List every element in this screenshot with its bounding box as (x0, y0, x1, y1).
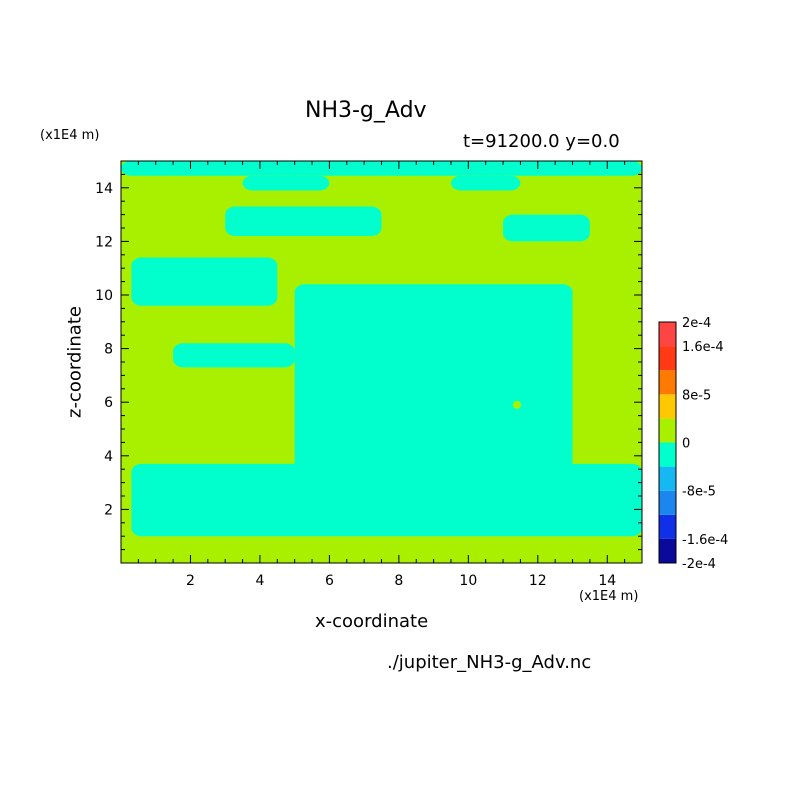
colorbar-segment (659, 538, 676, 563)
x-axis: 2 4 6 8 10 12 14 (120, 161, 643, 589)
colorbar-label: -1.6e-4 (682, 533, 728, 548)
x-tick-label: 2 (186, 573, 195, 589)
field-negative-region (121, 161, 642, 176)
colorbar-segment (659, 466, 676, 491)
y-tick-label: 14 (95, 181, 113, 197)
y-tick-label: 4 (104, 449, 113, 465)
colorbar-label: 2e-4 (682, 316, 711, 331)
field-negative-region (242, 175, 330, 191)
x-tick-label: 4 (255, 573, 264, 589)
chart-title: NH3-g_Adv (305, 98, 427, 123)
colorbar-segment (659, 490, 676, 515)
colorbar: 2e-4 1.6e-4 8e-5 0 -8e-5 -1.6e-4 -2e-4 (658, 316, 728, 572)
colorbar-frame (658, 321, 677, 564)
colorbar-segment (659, 514, 676, 539)
contour-field (121, 161, 643, 563)
x-axis-unit: (x1E4 m) (579, 589, 639, 604)
y-tick-label: 10 (95, 288, 113, 304)
field-negative-region (173, 343, 295, 368)
x-tick-label: 10 (459, 573, 477, 589)
colorbar-segment (659, 346, 676, 371)
y-tick-label: 6 (104, 395, 113, 411)
x-tick-label: 12 (529, 573, 547, 589)
x-tick-label: 8 (394, 573, 403, 589)
y-tick-label: 8 (104, 342, 113, 358)
x-tick-label: 14 (598, 573, 616, 589)
y-tick-label: 12 (95, 234, 113, 250)
colorbar-label: 8e-5 (682, 388, 711, 403)
field-negative-region (131, 257, 278, 306)
field-negative-region (503, 214, 590, 242)
field-negative-region (225, 206, 382, 237)
field-negative-region (131, 463, 643, 537)
field-negative-region (450, 175, 521, 191)
colorbar-label: 0 (682, 437, 690, 452)
colorbar-segment (659, 322, 676, 347)
source-file-label: ./jupiter_NH3-g_Adv.nc (387, 652, 592, 673)
chart-subtitle: t=91200.0 y=0.0 (463, 131, 620, 152)
colorbar-segment (659, 370, 676, 395)
colorbar-segment (659, 394, 676, 419)
x-axis-label: x-coordinate (315, 611, 429, 632)
colorbar-segment (659, 442, 676, 467)
y-axis-label: z-coordinate (64, 306, 86, 418)
field-negative-region (294, 284, 573, 472)
colorbar-label: -2e-4 (682, 557, 716, 572)
y-tick-label: 2 (104, 502, 113, 518)
field-positive-spot (512, 400, 521, 409)
colorbar-label: 1.6e-4 (682, 340, 724, 355)
x-tick-label: 6 (325, 573, 334, 589)
colorbar-label: -8e-5 (682, 485, 716, 500)
colorbar-segment (659, 418, 676, 443)
y-axis: 2 4 6 8 10 12 14 (95, 160, 642, 564)
y-axis-unit: (x1E4 m) (40, 128, 100, 143)
